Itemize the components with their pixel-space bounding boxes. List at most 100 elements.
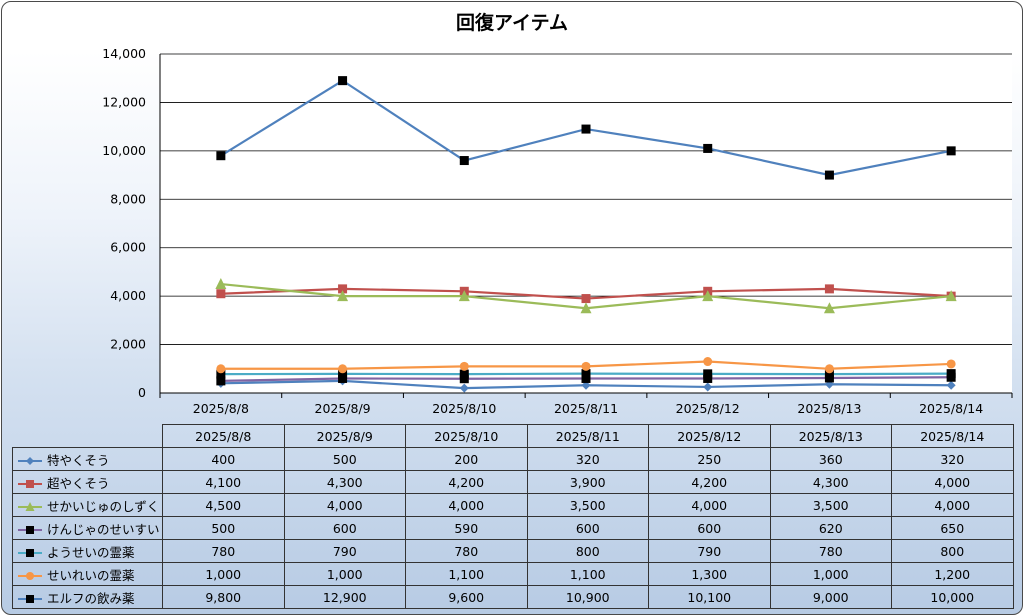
table-cell: 790 (283, 539, 406, 563)
point-5-3 (581, 361, 591, 371)
point-2-4 (702, 290, 714, 302)
table-header-cell: 2025/8/9 (283, 424, 406, 448)
table-cell: 600 (526, 516, 649, 540)
point-6-3 (581, 124, 591, 134)
x-tick-label-2025-8-10: 2025/8/10 (432, 401, 496, 416)
table-cell: 400 (162, 447, 285, 471)
table-cell: 4,200 (405, 470, 528, 494)
point-4-1 (338, 369, 348, 379)
table-cell: 9,000 (769, 585, 892, 609)
point-3-0 (216, 376, 226, 386)
point-4-0 (216, 369, 226, 379)
series-6 (216, 76, 956, 180)
point-6-0 (216, 151, 226, 161)
x-tick-label-2025-8-8: 2025/8/8 (193, 401, 249, 416)
series-5 (216, 357, 956, 374)
series-name: せかいじゅのしずく (47, 498, 160, 514)
x-tick-label-2025-8-9: 2025/8/9 (315, 401, 371, 416)
point-0-6 (946, 380, 956, 390)
table-row-header: せいれいの霊薬 (12, 562, 163, 586)
point-4-5 (824, 369, 834, 379)
point-4-3 (581, 369, 591, 379)
point-6-2 (459, 156, 469, 166)
point-2-0 (215, 278, 227, 290)
point-6-5 (824, 170, 834, 180)
table-row: 超やくそう 4,100 4,300 4,200 3,900 4,200 4,300 4,000 (12, 470, 1014, 494)
y-tick-label-0: 0 (138, 385, 146, 400)
series-name: 特やくそう (47, 452, 110, 468)
table-cell: 10,000 (891, 585, 1014, 609)
table-row-header: 超やくそう (12, 470, 163, 494)
table-cell: 4,200 (648, 470, 771, 494)
legend-marker-5 (26, 572, 34, 580)
table-cell: 4,000 (648, 493, 771, 517)
y-tick-label-4000: 4,000 (110, 288, 146, 303)
table-cell: 9,800 (162, 585, 285, 609)
point-2-6 (945, 290, 957, 302)
table-cell: 1,200 (891, 562, 1014, 586)
point-1-5 (824, 284, 834, 294)
table-cell: 250 (648, 447, 771, 471)
table-header-row: 2025/8/8 2025/8/9 2025/8/10 2025/8/11 2025/8… (12, 424, 1014, 448)
table-cell: 3,500 (526, 493, 649, 517)
table-cell: 320 (526, 447, 649, 471)
table-cell: 4,300 (769, 470, 892, 494)
legend-marker-6 (26, 595, 34, 603)
table-cell: 500 (162, 516, 285, 540)
table-cell: 10,100 (648, 585, 771, 609)
point-3-2 (459, 374, 469, 384)
table-cell: 3,900 (526, 470, 649, 494)
series-2 (215, 278, 957, 314)
point-5-1 (338, 364, 348, 374)
table-cell: 780 (405, 539, 528, 563)
table-header-cell: 2025/8/8 (162, 424, 285, 448)
table-header-cell: 2025/8/10 (405, 424, 528, 448)
point-5-5 (824, 364, 834, 374)
legend-marker-0 (26, 457, 34, 465)
point-6-4 (703, 143, 713, 153)
table-cell: 9,600 (405, 585, 528, 609)
table-cell: 1,100 (526, 562, 649, 586)
chart-plot: 0 2,000 4,000 6,000 8,000 10,000 12,000 14,000 2… (102, 46, 1013, 416)
table-cell: 1,000 (769, 562, 892, 586)
point-3-1 (338, 373, 348, 383)
table-cell: 200 (405, 447, 528, 471)
table-cell: 360 (769, 447, 892, 471)
table-row-header: せかいじゅのしずく (12, 493, 163, 517)
table-cell: 620 (769, 516, 892, 540)
series-name: エルフの飲み薬 (47, 590, 135, 606)
table-row: ようせいの霊薬 780 790 780 800 790 780 800 (12, 539, 1014, 563)
point-4-4 (703, 369, 713, 379)
legend-key-3 (18, 526, 42, 534)
y-tick-label-6000: 6,000 (110, 240, 146, 255)
table-row-header: けんじゃのせいすい (12, 516, 163, 540)
legend-key-2 (18, 502, 42, 511)
table-cell: 1,000 (162, 562, 285, 586)
point-5-4 (703, 357, 713, 367)
table-cell: 780 (162, 539, 285, 563)
y-tick-label-2000: 2,000 (110, 337, 146, 352)
point-4-2 (459, 369, 469, 379)
point-1-3 (581, 294, 591, 304)
point-3-4 (703, 373, 713, 383)
plot-area (160, 54, 1012, 393)
series-4 (216, 369, 956, 379)
table-cell: 1,300 (648, 562, 771, 586)
table-cell: 4,100 (162, 470, 285, 494)
table-cell: 790 (648, 539, 771, 563)
table-cell: 590 (405, 516, 528, 540)
table-cell: 800 (526, 539, 649, 563)
table-cell: 4,500 (162, 493, 285, 517)
x-tick-label-2025-8-12: 2025/8/12 (676, 401, 740, 416)
table-cell: 1,100 (405, 562, 528, 586)
table-cell: 4,000 (891, 493, 1014, 517)
point-3-3 (581, 373, 591, 383)
series-name: けんじゃのせいすい (47, 521, 160, 537)
point-0-2 (459, 383, 469, 393)
legend-key-6 (18, 595, 42, 603)
table-header-cell: 2025/8/14 (891, 424, 1014, 448)
point-4-6 (946, 369, 956, 379)
table-row-header: エルフの飲み薬 (12, 585, 163, 609)
table-cell: 780 (769, 539, 892, 563)
table-corner (12, 424, 163, 448)
